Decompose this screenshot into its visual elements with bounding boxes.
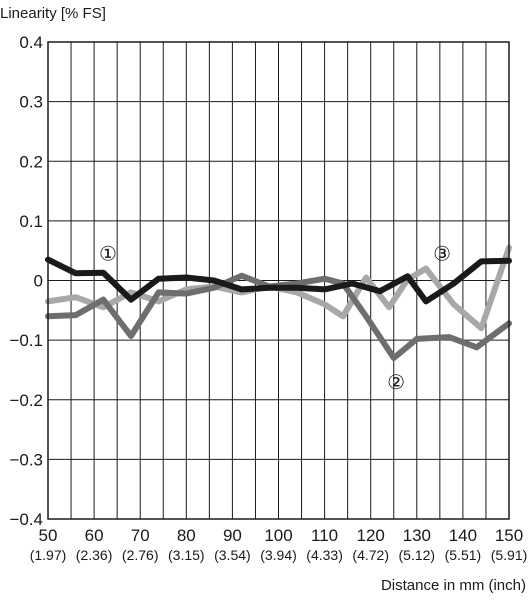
x-tick-label: 140 — [449, 526, 477, 545]
plot-frame — [47, 41, 510, 520]
x-tick-label: 60 — [85, 526, 104, 545]
x-tick-sublabel: (5.91) — [491, 547, 528, 563]
x-tick-label: 110 — [311, 526, 338, 545]
y-tick-label: 0 — [34, 272, 43, 291]
annotations: ① ② ③ — [99, 244, 451, 394]
x-tick-sublabel: (3.15) — [168, 547, 205, 563]
x-tick-label: 130 — [403, 526, 431, 545]
x-tick-label: 80 — [177, 526, 196, 545]
x-tick-label: 70 — [131, 526, 150, 545]
series-annotation: ② — [387, 372, 405, 394]
x-tick-sublabel: (5.12) — [399, 547, 436, 563]
x-tick-label: 90 — [223, 526, 242, 545]
x-tick-label: 150 — [495, 526, 523, 545]
x-tick-label: 100 — [264, 526, 292, 545]
y-tick-label: −0.1 — [9, 331, 43, 350]
x-tick-sublabel: (3.54) — [214, 547, 251, 563]
series-annotation: ③ — [433, 244, 451, 266]
x-tick-sublabel: (1.97) — [30, 547, 67, 563]
series-group — [45, 244, 512, 361]
y-tick-label: 0.2 — [19, 152, 43, 171]
y-tick-label: 0.4 — [19, 33, 43, 52]
series-line-2 — [45, 244, 512, 332]
x-tick-sublabel: (2.76) — [122, 547, 159, 563]
y-tick-label: −0.4 — [9, 510, 43, 529]
series-annotation: ① — [99, 244, 117, 266]
series-line-1 — [45, 256, 512, 305]
y-tick-labels: 0.4 0.3 0.2 0.1 0 −0.1 −0.2 −0.3 −0.4 — [9, 33, 43, 529]
x-axis-label: Distance in mm (inch) — [381, 577, 526, 594]
y-tick-label: 0.3 — [19, 93, 43, 112]
x-tick-sublabel: (5.51) — [445, 547, 482, 563]
y-axis-label: Linearity [% FS] — [0, 5, 106, 22]
x-tick-sublabel: (2.36) — [76, 547, 113, 563]
y-tick-label: 0.1 — [19, 212, 43, 231]
x-tick-labels: 50 (1.97) 60 (2.36) 70 (2.76) 80 (3.15) 90 (3.54)… — [30, 526, 528, 563]
x-tick-label: 120 — [357, 526, 385, 545]
y-tick-label: −0.3 — [9, 450, 43, 469]
grid — [47, 41, 510, 520]
x-tick-sublabel: (4.33) — [306, 547, 343, 563]
x-tick-sublabel: (3.94) — [260, 547, 297, 563]
y-tick-label: −0.2 — [9, 391, 43, 410]
x-tick-sublabel: (4.72) — [352, 547, 389, 563]
x-tick-label: 50 — [39, 526, 58, 545]
